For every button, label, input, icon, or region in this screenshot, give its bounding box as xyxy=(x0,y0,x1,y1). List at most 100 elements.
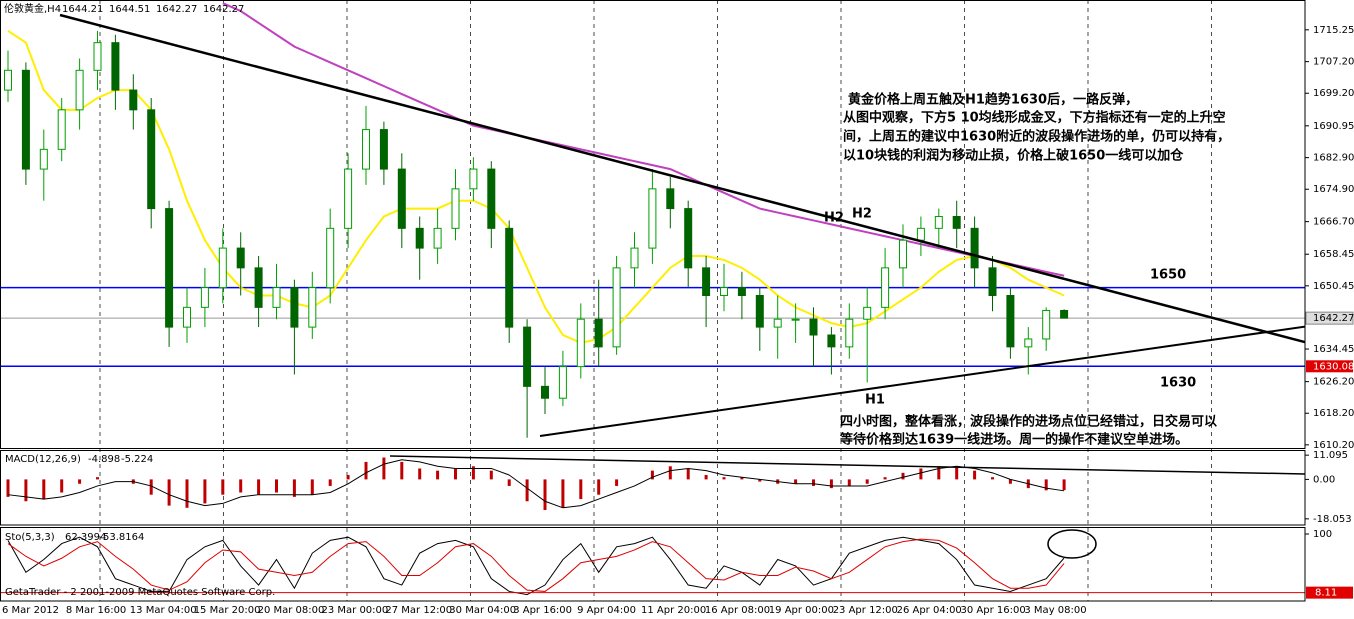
candle-body xyxy=(165,208,174,328)
annotation: 等待价格到达1639一线进场。周一的操作不建议空单进场。 xyxy=(839,432,1188,448)
level-label: 1630 xyxy=(1160,376,1196,391)
candle-body xyxy=(469,168,478,190)
candle-body xyxy=(666,188,675,210)
macd-bar xyxy=(955,466,959,480)
candle-body xyxy=(326,227,335,289)
candle-body xyxy=(129,89,138,111)
macd-bar xyxy=(310,479,314,495)
price-axis-label: 1642.27 xyxy=(1313,313,1354,324)
candle-body xyxy=(737,287,746,297)
y-tick-label: 1610.20 xyxy=(1313,440,1354,451)
macd-bar xyxy=(901,472,905,480)
level-label: 1650 xyxy=(1150,268,1186,283)
candle-body xyxy=(648,188,657,249)
macd-panel xyxy=(6,457,1066,510)
macd-bar xyxy=(704,475,708,480)
x-tick-label: 23 Apr 12:00 xyxy=(833,605,898,616)
x-tick-label: 23 Mar 00:00 xyxy=(322,605,389,616)
macd-bar xyxy=(275,479,278,493)
macd-bar xyxy=(740,477,744,480)
macd-bar xyxy=(60,479,64,493)
candle-body xyxy=(594,318,603,348)
candle-body xyxy=(344,168,353,229)
candle-body xyxy=(612,267,621,348)
macd-bar xyxy=(1044,479,1048,491)
trend-lines xyxy=(59,13,1305,437)
y-tick-label: 0.00 xyxy=(1313,474,1335,485)
candle-body xyxy=(415,227,424,249)
candle-body xyxy=(916,227,925,241)
y-tick-label: 1650.45 xyxy=(1313,281,1354,292)
macd-bar xyxy=(794,479,798,484)
macd-bar xyxy=(865,479,869,484)
candle-body xyxy=(272,287,281,308)
annotation: 以10块钱的利润为移动止损，价格上破1650一线可以加仓 xyxy=(843,148,1184,164)
x-tick-label: 3 May 08:00 xyxy=(1024,605,1086,616)
candle-body xyxy=(558,366,567,399)
candle-body xyxy=(4,69,12,91)
candle-body xyxy=(397,168,406,229)
macd-bar xyxy=(507,479,511,486)
trend-line xyxy=(59,13,1305,344)
macd-bar xyxy=(6,479,10,497)
macd-bar xyxy=(758,479,762,482)
macd-bar xyxy=(597,479,601,495)
macd-bar xyxy=(991,477,994,480)
candle-body xyxy=(1006,295,1015,348)
price-axis-box xyxy=(1305,311,1354,325)
candle-body xyxy=(379,129,388,170)
macd-bar xyxy=(454,468,457,480)
stochastic-signal-value: 53.8164 xyxy=(103,532,144,543)
candle-body xyxy=(111,42,120,91)
candle-body xyxy=(93,42,102,71)
level-axis-label: 1630.08 xyxy=(1313,361,1354,372)
moving-average xyxy=(222,2,1065,277)
candle-body xyxy=(254,267,263,308)
candle-body xyxy=(541,385,549,399)
stochastic-level-label: 8.11 xyxy=(1315,588,1337,599)
stochastic-signal xyxy=(7,538,1065,592)
macd-bar xyxy=(257,479,261,495)
annotation: 间，上周五的建议中1630附近的波段操作进场的单，仍可以持有， xyxy=(843,129,1230,145)
candle-body xyxy=(39,148,48,170)
macd-bar xyxy=(364,461,368,480)
candle-body xyxy=(21,69,30,170)
macd-bar xyxy=(829,479,833,489)
candle-body xyxy=(505,227,514,328)
y-tick-label: 1682.90 xyxy=(1313,153,1354,164)
header-low: 1642.27 xyxy=(156,4,197,15)
wave-label: H2 xyxy=(852,207,872,222)
macd-signal-value: -5.224 xyxy=(121,454,153,465)
macd-bar xyxy=(1008,479,1012,484)
y-tick-label: 1707.20 xyxy=(1313,57,1354,68)
macd-bar xyxy=(78,479,82,484)
macd-bar xyxy=(292,479,296,497)
macd-bar xyxy=(686,468,690,480)
candle-body xyxy=(183,306,191,328)
macd-bar xyxy=(167,479,171,506)
candle-body xyxy=(952,215,961,229)
candle-body xyxy=(308,287,317,328)
y-tick-label: 1634.45 xyxy=(1313,344,1354,355)
macd-bar xyxy=(668,466,672,480)
candle-body xyxy=(899,239,907,269)
macd-bar xyxy=(489,470,493,480)
macd-bar xyxy=(418,468,422,480)
y-tick-label: 1674.90 xyxy=(1313,184,1354,195)
candle-body xyxy=(934,215,943,229)
candle-body xyxy=(630,247,639,269)
y-tick-label: 1699.20 xyxy=(1313,88,1354,99)
header-high: 1644.51 xyxy=(109,4,150,15)
x-tick-label: 30 Mar 04:00 xyxy=(449,605,516,616)
annotation: 从图中观察，下方5 10均线形成金叉，下方指标还有一定的上升空 xyxy=(843,110,1226,126)
x-tick-label: 19 Apr 00:00 xyxy=(769,605,834,616)
macd-bar xyxy=(579,479,583,500)
x-tick-label: 16 Apr 08:00 xyxy=(705,605,770,616)
macd-bar xyxy=(239,479,243,493)
macd-bar xyxy=(221,479,225,495)
macd-bar xyxy=(96,477,99,480)
macd-bar xyxy=(812,479,815,486)
macd-bar xyxy=(973,470,977,480)
macd-frame xyxy=(0,450,1306,526)
copyright: GetaTrader - 2 2001-2009 MetaQuotes Soft… xyxy=(5,587,275,598)
